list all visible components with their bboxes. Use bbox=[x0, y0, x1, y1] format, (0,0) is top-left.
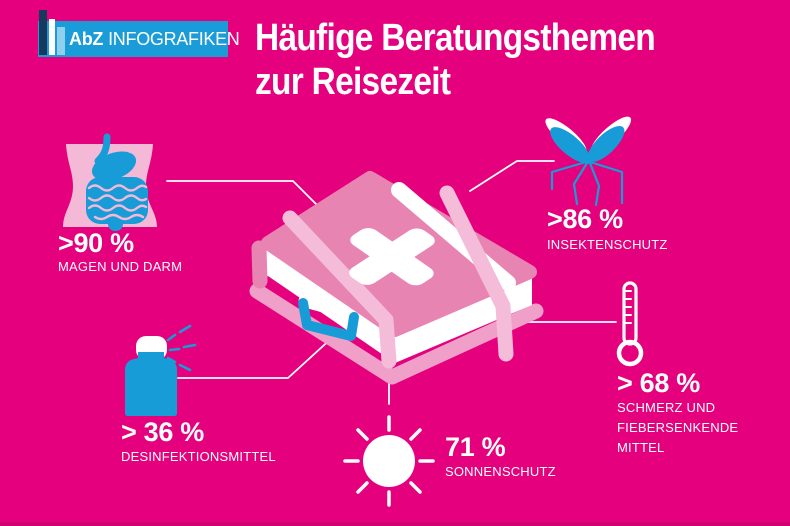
intestine-texture bbox=[87, 184, 148, 221]
stomach bbox=[91, 151, 137, 181]
stat-label-schmerz-und-fieber: SCHMERZ UND FIEBERSENKENDE MITTEL bbox=[617, 400, 739, 455]
brand-name: AbZ bbox=[69, 28, 104, 49]
logo-bar-lightblue-icon bbox=[57, 27, 65, 55]
first-aid-kit-icon bbox=[249, 171, 544, 385]
kit-strap-left bbox=[282, 210, 397, 369]
stat-value-magen-und-darm: >90 % bbox=[58, 228, 134, 258]
bottom-edge-strip bbox=[0, 522, 790, 526]
sun-rays bbox=[343, 415, 435, 507]
brand-suffix: INFOGRAFIKEN bbox=[108, 28, 240, 49]
thermometer-ticks bbox=[625, 290, 632, 324]
page-title-line1: Häufige Beratungsthemen bbox=[255, 17, 656, 59]
connector-insekten bbox=[469, 160, 555, 192]
kit-spine bbox=[251, 240, 268, 289]
brand-logo-text: AbZ INFOGRAFIKEN bbox=[69, 29, 240, 50]
thermometer-icon bbox=[616, 281, 644, 367]
page-title: Häufige Beratungsthemen zur Reisezeit bbox=[255, 16, 656, 104]
mosquito-wing-right bbox=[587, 125, 625, 163]
page-title-line2: zur Reisezeit bbox=[255, 61, 451, 104]
kit-cross-icon bbox=[349, 228, 435, 286]
kit-strap-right bbox=[439, 185, 514, 362]
stat-value-schmerz-und-fieber: > 68 % bbox=[617, 368, 701, 398]
spray-mist bbox=[166, 324, 197, 372]
mosquito-legs bbox=[550, 160, 624, 207]
connector-magen bbox=[166, 180, 322, 210]
connector-desinfektion bbox=[177, 335, 335, 379]
stat-value-insektenschutz: >86 % bbox=[547, 204, 623, 234]
stat-value-desinfektionsmittel: > 36 % bbox=[121, 417, 205, 447]
kit-handle bbox=[298, 294, 359, 341]
kit-handle-slot bbox=[298, 294, 352, 319]
stat-value-sonnenschutz: 71 % bbox=[445, 432, 506, 462]
logo-bar-navy-icon bbox=[39, 10, 47, 55]
kit-handle-grip bbox=[298, 298, 359, 341]
sun-icon bbox=[343, 415, 435, 507]
sun-disc bbox=[363, 435, 415, 487]
spray-body bbox=[125, 352, 177, 416]
mosquito-wing-left bbox=[550, 127, 590, 163]
brand-logo: AbZ INFOGRAFIKEN bbox=[38, 21, 240, 57]
spray-bottle-icon bbox=[125, 324, 197, 416]
stat-label-desinfektionsmittel: DESINFEKTIONSMITTEL bbox=[121, 449, 276, 464]
kit-pages bbox=[258, 243, 532, 363]
stat-label-insektenschutz: INSEKTENSCHUTZ bbox=[547, 237, 668, 252]
thermometer-bulb bbox=[616, 339, 644, 367]
stomach-intestines-icon bbox=[63, 133, 157, 231]
stat-label-sonnenschutz: SONNENSCHUTZ bbox=[445, 464, 556, 479]
logo-bar-white-icon bbox=[49, 19, 55, 55]
mosquito-icon bbox=[545, 116, 632, 207]
stat-label-magen-und-darm: MAGEN UND DARM bbox=[58, 259, 183, 274]
thermometer-stem bbox=[622, 281, 638, 346]
